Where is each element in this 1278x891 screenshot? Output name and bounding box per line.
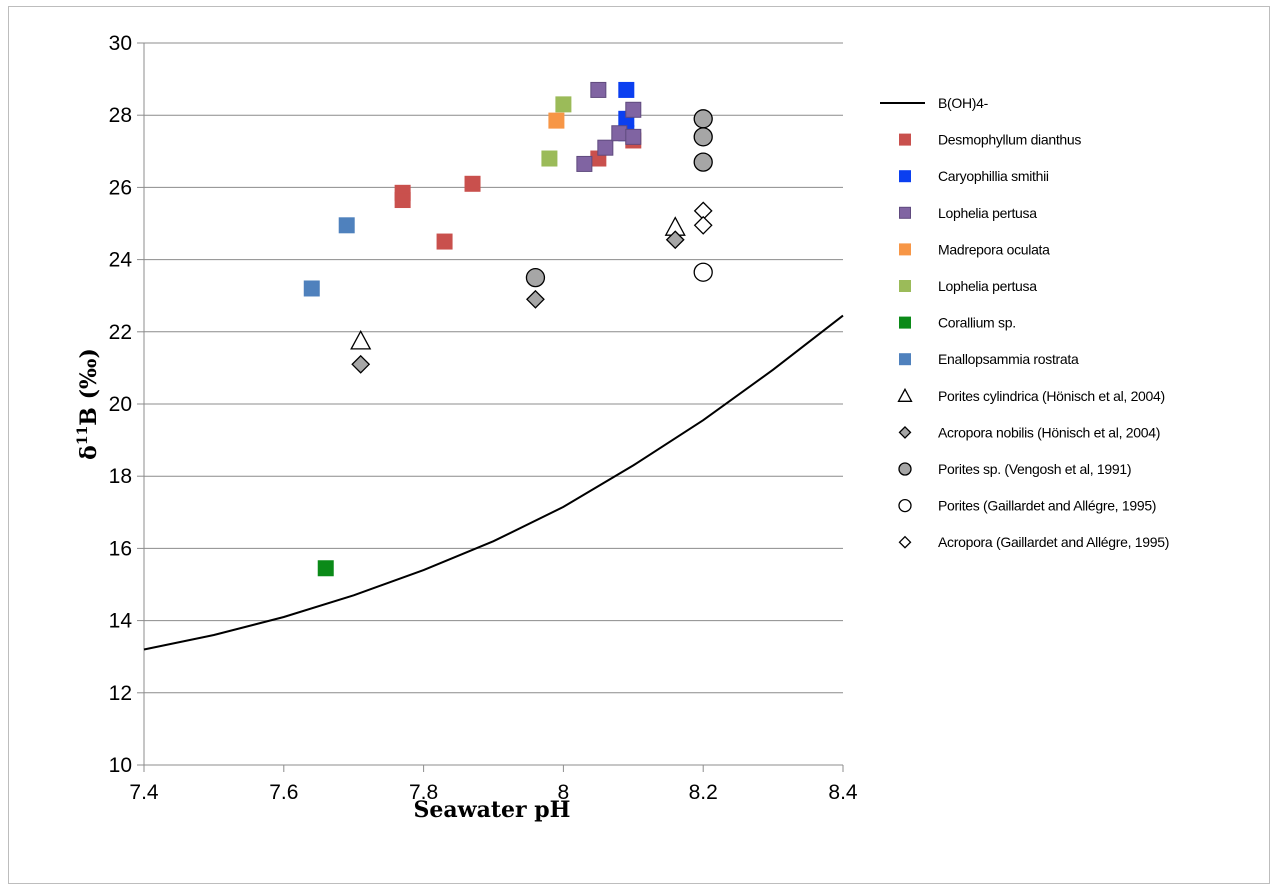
x-tick-label: 8 (558, 781, 570, 804)
data-point (625, 101, 642, 118)
x-tick-label: 8.4 (828, 781, 858, 804)
y-axis-ticks: 10 12 14 16 18 20 22 24 26 28 30 (109, 32, 144, 777)
legend-marker (898, 462, 912, 476)
data-point (665, 230, 685, 250)
y-tick-label: 26 (109, 176, 132, 199)
x-axis-title: Seawater pH (414, 797, 571, 823)
y-tick-label: 14 (109, 610, 133, 633)
legend-item: Porites cylindrica (Hönisch et al, 2004) (897, 387, 1165, 404)
legend-label: Corallium sp. (938, 315, 1016, 331)
legend-marker (897, 387, 913, 402)
y-tick-label: 20 (109, 393, 132, 416)
y-tick-label: 10 (109, 754, 132, 777)
data-point (590, 81, 607, 98)
x-tick-label: 7.8 (409, 781, 438, 804)
data-point (576, 155, 593, 172)
legend-item: Desmophyllum dianthus (899, 132, 1082, 148)
legend-item: Porites sp. (Vengosh et al, 1991) (898, 461, 1132, 477)
y-axis-title: δ11B (‰) (75, 348, 102, 460)
data-point (436, 233, 453, 250)
x-axis-ticks: 7.4 7.6 7.8 8 8.2 8.4 (129, 765, 858, 804)
legend-label: Lophelia pertusa (938, 205, 1037, 221)
legend: B(OH)4- Desmophyllum dianthus Caryophillia… (880, 95, 1169, 550)
legend-item: Porites (Gaillardet and Allégre, 1995) (898, 498, 1156, 514)
data-point (541, 150, 558, 167)
data-point (693, 109, 713, 129)
data-point (303, 280, 320, 297)
legend-marker (898, 425, 912, 439)
x-tick-label: 8.2 (689, 781, 718, 804)
legend-label: Caryophillia smithii (938, 168, 1049, 184)
legend-label: Porites sp. (Vengosh et al, 1991) (938, 461, 1131, 477)
legend-marker (898, 535, 912, 549)
series-line-boh4 (143, 314, 844, 651)
legend-item: Caryophillia smithii (899, 168, 1049, 184)
x-tick-label: 7.6 (269, 781, 298, 804)
y-tick-label: 18 (109, 465, 132, 488)
data-point (548, 112, 565, 129)
legend-item: Lophelia pertusa (899, 205, 1038, 221)
legend-label: Desmophyllum dianthus (938, 132, 1081, 148)
data-point (317, 560, 334, 577)
plot-area (143, 81, 844, 651)
legend-label: Lophelia pertusa (938, 278, 1037, 294)
legend-marker (899, 280, 911, 292)
legend-item: Acropora (Gaillardet and Allégre, 1995) (898, 534, 1169, 550)
grid-lines (144, 42, 843, 766)
y-tick-label: 28 (109, 104, 132, 127)
legend-item: B(OH)4- (880, 95, 989, 111)
legend-label: Enallopsammia rostrata (938, 351, 1079, 367)
legend-label: Madrepora oculata (938, 241, 1050, 257)
legend-marker (899, 170, 911, 183)
legend-item: Enallopsammia rostrata (899, 351, 1079, 367)
data-point (394, 192, 411, 209)
data-point (625, 128, 642, 145)
data-point (555, 96, 572, 113)
legend-label: Porites cylindrica (Hönisch et al, 2004) (938, 388, 1165, 404)
data-point (338, 217, 355, 234)
legend-label: Acropora (Gaillardet and Allégre, 1995) (938, 534, 1169, 550)
legend-label: Acropora nobilis (Hönisch et al, 2004) (938, 424, 1160, 440)
x-tick-label: 7.4 (129, 781, 159, 804)
legend-item: Madrepora oculata (899, 241, 1050, 257)
y-tick-label: 24 (109, 249, 133, 272)
data-point (464, 175, 481, 192)
legend-item: Corallium sp. (899, 315, 1016, 331)
data-point (350, 329, 372, 350)
legend-marker (899, 316, 911, 329)
data-point (526, 289, 545, 309)
data-point (618, 81, 635, 98)
data-point (693, 215, 713, 235)
data-point (525, 267, 546, 288)
legend-item: Lophelia pertusa (899, 278, 1038, 294)
data-point (351, 354, 371, 374)
data-point (693, 152, 713, 172)
legend-label: Porites (Gaillardet and Allégre, 1995) (938, 498, 1156, 514)
legend-item: Acropora nobilis (Hönisch et al, 2004) (898, 424, 1160, 440)
legend-marker (899, 243, 911, 256)
legend-marker (899, 206, 911, 219)
legend-label: B(OH)4- (938, 95, 989, 111)
data-point (693, 127, 713, 147)
legend-marker (899, 353, 911, 366)
legend-marker (899, 133, 911, 146)
data-point (693, 262, 713, 282)
y-tick-label: 22 (109, 321, 132, 344)
y-tick-label: 30 (109, 32, 132, 55)
data-point (611, 125, 628, 142)
data-point (597, 139, 614, 156)
axes (143, 43, 843, 766)
y-tick-label: 12 (109, 682, 132, 705)
legend-marker (898, 498, 912, 513)
y-tick-label: 16 (109, 537, 132, 560)
chart-frame (8, 6, 1270, 884)
